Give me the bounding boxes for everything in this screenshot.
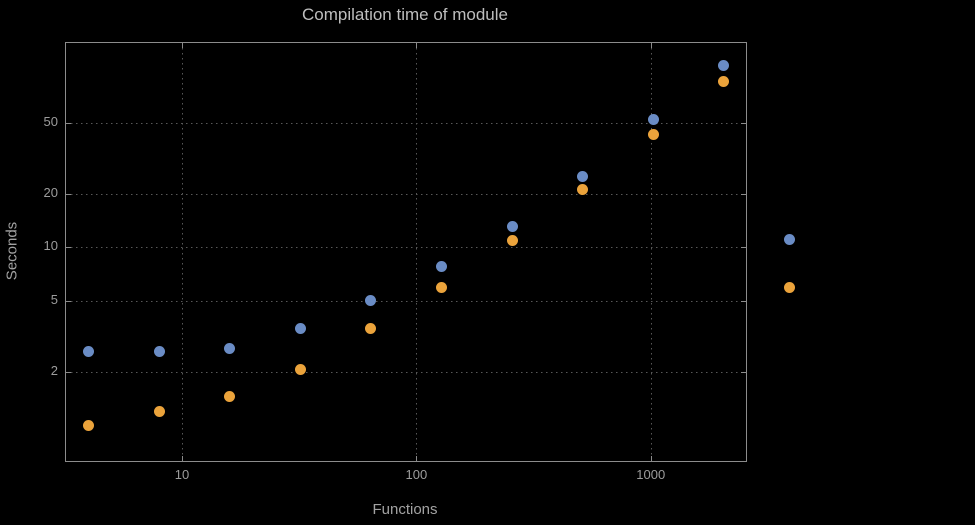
data-point-series-2 (435, 282, 447, 294)
y-tick-mark (741, 371, 746, 373)
y-tick-mark (741, 300, 746, 302)
data-point-series-2 (577, 184, 589, 196)
y-tick-mark (741, 193, 746, 195)
x-gridline (416, 43, 418, 461)
y-tick-label: 5 (50, 291, 58, 307)
data-point-series-1 (647, 114, 659, 126)
data-point-series-1 (577, 170, 589, 182)
y-gridline (66, 122, 746, 124)
y-tick-label: 50 (43, 113, 58, 129)
x-tick-label: 100 (405, 467, 428, 482)
x-tick-mark (416, 43, 418, 48)
x-tick-mark (181, 43, 183, 48)
y-tick-mark (66, 300, 71, 302)
y-tick-label: 20 (43, 184, 58, 200)
y-tick-mark (66, 122, 71, 124)
data-point-series-1 (365, 295, 377, 307)
y-tick-mark (66, 371, 71, 373)
y-axis-label: Seconds (3, 221, 21, 281)
data-point-series-1 (506, 221, 518, 233)
data-point-series-2 (506, 234, 518, 246)
y-tick-mark (66, 193, 71, 195)
data-point-series-1 (224, 342, 236, 354)
x-gridline (181, 43, 183, 461)
x-tick-mark (181, 456, 183, 461)
data-point-series-2 (365, 322, 377, 334)
y-tick-mark (741, 122, 746, 124)
y-tick-mark (741, 247, 746, 249)
y-gridline (66, 300, 746, 302)
x-tick-mark (416, 456, 418, 461)
x-gridline (650, 43, 652, 461)
data-point-series-2 (224, 391, 236, 403)
data-point-series-1 (83, 345, 95, 357)
data-point-series-1 (718, 59, 730, 71)
data-point-series-1 (435, 260, 447, 272)
plot-area: 10 100 1000 2 5 10 20 50 (44, 42, 747, 482)
data-point-series-2 (647, 128, 659, 140)
data-point-series-2 (718, 76, 730, 88)
legend (784, 234, 795, 293)
data-point-series-2 (153, 405, 165, 417)
data-point-series-2 (294, 364, 306, 376)
legend-marker-series-2 (784, 282, 795, 293)
chart-title: Compilation time of module (302, 5, 508, 24)
data-point-series-1 (294, 322, 306, 334)
y-tick-label: 10 (43, 238, 58, 254)
x-tick-label: 1000 (636, 467, 666, 482)
x-tick-label: 10 (174, 467, 190, 482)
y-tick-label: 2 (50, 362, 58, 378)
y-gridline (66, 247, 746, 249)
x-tick-mark (650, 43, 652, 48)
legend-marker-series-1 (784, 234, 795, 245)
y-gridline (66, 193, 746, 195)
data-point-series-2 (83, 419, 95, 431)
y-tick-mark (66, 247, 71, 249)
y-gridline (66, 371, 746, 373)
x-axis-label: Functions (372, 501, 438, 518)
x-tick-mark (650, 456, 652, 461)
data-point-series-1 (153, 345, 165, 357)
